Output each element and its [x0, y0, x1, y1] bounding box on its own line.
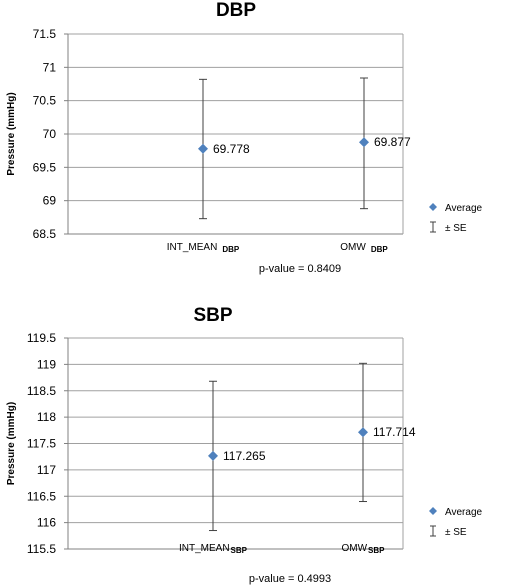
y-tick-label: 69.5 — [33, 160, 57, 174]
data-label: 117.714 — [373, 425, 416, 439]
x-category-label: OMW DBP — [340, 242, 388, 254]
y-tick-label: 118 — [37, 410, 56, 424]
y-tick-label: 118.5 — [27, 384, 56, 398]
average-marker — [198, 143, 208, 154]
p-value-annotation: p-value = 0.8409 — [259, 263, 341, 275]
y-tick-label: 119.5 — [27, 331, 56, 345]
y-tick-label: 116.5 — [27, 489, 56, 503]
legend-average-label: Average — [445, 507, 483, 518]
p-value-annotation: p-value = 0.4993 — [249, 573, 331, 585]
legend-se-label: ± SE — [445, 223, 467, 234]
category-name: OMW — [342, 543, 368, 554]
y-tick-label: 116 — [37, 516, 56, 530]
x-category-label: INT_MEANSBP — [179, 543, 248, 555]
category-subscript: SBP — [368, 546, 385, 555]
y-tick-label: 71 — [43, 60, 57, 74]
legend-se-label: ± SE — [445, 527, 467, 538]
y-tick-label: 70 — [43, 127, 57, 141]
y-axis-label: Pressure (mmHg) — [6, 92, 17, 175]
y-tick-label: 117 — [37, 463, 56, 477]
x-category-label: INT_MEAN DBP — [167, 242, 240, 254]
chart-panel-sbp: SBP 115.5 116 116.5 117 117.5 118 118.5 119 119.5… — [6, 305, 483, 585]
category-subscript: SBP — [231, 546, 248, 555]
category-subscript: DBP — [371, 245, 389, 254]
data-label: 69.877 — [374, 135, 411, 149]
category-name: INT_MEAN — [167, 242, 218, 253]
average-marker — [358, 427, 368, 438]
y-tick-label: 117.5 — [27, 437, 56, 451]
average-marker — [208, 450, 218, 461]
legend-average-marker — [429, 507, 437, 515]
y-axis-label: Pressure (mmHg) — [6, 402, 17, 485]
data-label: 69.778 — [213, 142, 250, 156]
category-name: OMW — [340, 242, 366, 253]
y-tick-label: 119 — [37, 357, 56, 371]
chart-panel-dbp: DBP 68.5 69 69.5 70 70.5 71 71.5 Pressure (mmHg)… — [6, 0, 483, 275]
legend-average-marker — [429, 203, 437, 211]
category-subscript: DBP — [222, 245, 240, 254]
chart-title: DBP — [216, 0, 256, 21]
chart-title: SBP — [193, 305, 232, 326]
y-tick-label: 71.5 — [33, 27, 57, 41]
y-tick-label: 115.5 — [27, 542, 56, 556]
y-tick-label: 70.5 — [33, 94, 57, 108]
y-tick-label: 69 — [43, 194, 57, 208]
y-tick-label: 68.5 — [33, 227, 57, 241]
average-marker — [359, 137, 369, 148]
category-name: INT_MEAN — [179, 543, 230, 554]
legend-average-label: Average — [445, 203, 483, 214]
data-label: 117.265 — [223, 449, 266, 463]
x-category-label: OMWSBP — [342, 543, 386, 555]
